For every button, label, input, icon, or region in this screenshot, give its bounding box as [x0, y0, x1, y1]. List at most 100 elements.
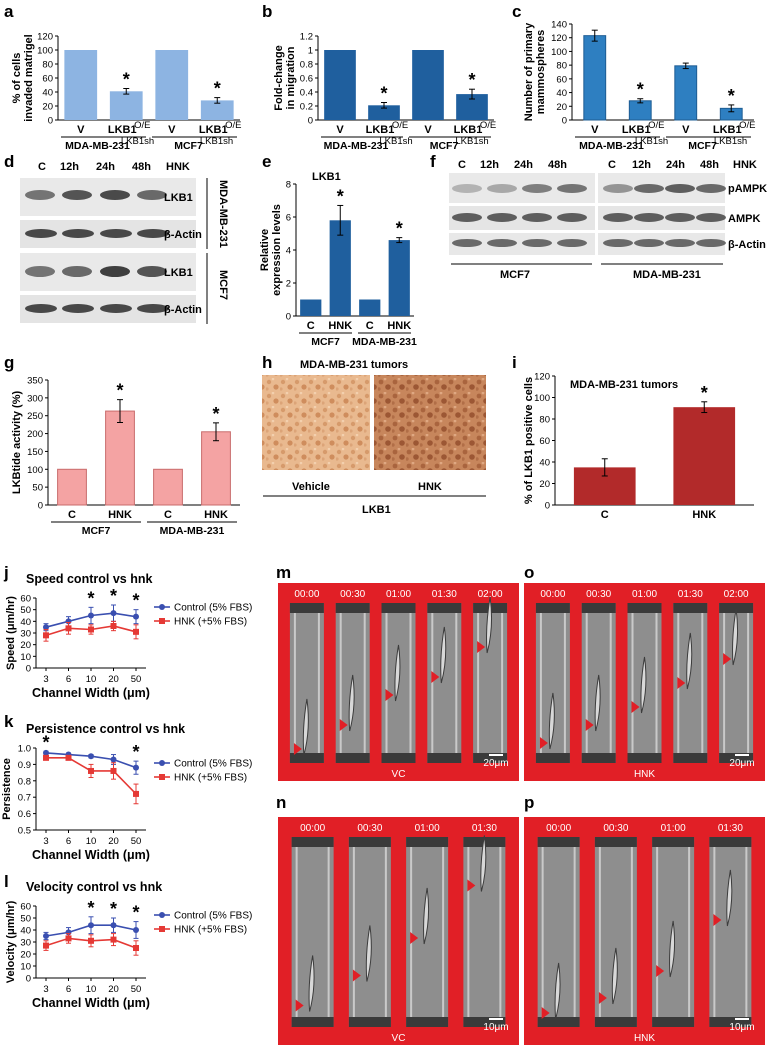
x-tick-label: 20 [108, 836, 119, 847]
y-tick-label: 20 [539, 479, 550, 490]
y-tick-label: 40 [556, 88, 567, 99]
category-label-3: LKB1 [199, 124, 228, 136]
bar-2 [359, 299, 381, 316]
y-tick-label: 150 [27, 447, 43, 458]
chart-title: LKB1 [312, 171, 341, 183]
group-label-0: MCF7 [311, 336, 340, 348]
category-label-2: C [366, 320, 374, 332]
y-tick-label: 1.0 [18, 744, 31, 755]
blot-f-lane-2: 24h [514, 159, 533, 171]
blot-d-band-actin-b [137, 304, 169, 313]
y-tick-label: 0.5 [18, 826, 31, 837]
y-axis-label-1: Fold-change [273, 45, 285, 110]
category-label-1: HNK [328, 320, 352, 332]
blot-d-band-actin-a [62, 229, 94, 238]
panel-letter-h: h [262, 353, 273, 372]
cell-position-arrow-1 [585, 719, 594, 731]
y-tick-label: 40 [539, 458, 550, 469]
frame-bottom-wall-0 [535, 753, 570, 763]
bar-chart-e: 0 2 4 6 8 Relative expression levels LKB1 C * HNK C… [259, 171, 417, 348]
y-axis-label-2: in migration [285, 46, 297, 109]
blot-f-row-0: pAMPK [728, 183, 767, 195]
panel-letter-o: o [524, 563, 535, 582]
group-sup-0: LKB1sh [379, 136, 412, 147]
blot-f-cellline-0: MCF7 [500, 269, 530, 281]
scale-bar-label: 10μm [483, 1022, 508, 1033]
y-tick-label: 0 [38, 501, 43, 512]
chart-title: Speed control vs hnk [26, 572, 152, 586]
y-tick-label: 0.7 [18, 793, 31, 804]
series-1-point-0 [43, 632, 49, 639]
microscopy-panel-o: 00:00 00:30 01:00 01:30 02:00 20μm HNK [524, 583, 765, 781]
category-sup-3: O/E [739, 120, 755, 131]
x-tick-label: 3 [43, 836, 48, 847]
blot-f-lane-4: C [608, 159, 616, 171]
cell-position-arrow-3 [431, 671, 440, 683]
y-tick-label: 100 [37, 46, 53, 57]
y-tick-label: 60 [20, 594, 31, 605]
y-tick-label: 60 [539, 436, 550, 447]
significance-marker-3: * [212, 404, 219, 424]
ihc-h-label-0: Vehicle [292, 481, 330, 493]
blot-f-cellline-1: MDA-MB-231 [633, 269, 701, 281]
x-tick-label: 50 [131, 674, 142, 685]
category-label-3: LKB1 [713, 124, 742, 136]
y-tick-label: 0 [562, 116, 567, 127]
x-tick-label: 10 [86, 984, 97, 995]
blot-d-band-actin-a [137, 229, 169, 238]
chart-title: Persistence control vs hnk [26, 722, 185, 736]
blot-d-cellline-0: MDA-MB-231 [217, 180, 229, 248]
group-label-0: MDA-MB-231 [324, 140, 389, 152]
timestamp-2: 01:00 [415, 823, 440, 834]
legend-label-1: HNK (+5% FBS) [174, 925, 247, 936]
y-tick-label: 60 [42, 74, 53, 85]
blot-f-lane-1: 12h [480, 159, 499, 171]
y-tick-label: 50 [20, 914, 31, 925]
timestamp-4: 02:00 [478, 589, 503, 600]
category-label-3: HNK [387, 320, 411, 332]
blot-d-band-actin-b [62, 304, 94, 313]
y-tick-label: 0.9 [18, 760, 31, 771]
frame-bottom-wall-1 [594, 1017, 637, 1027]
series-1-point-4 [133, 628, 139, 635]
timestamp-3: 01:30 [678, 589, 703, 600]
cell-position-arrow-4 [723, 653, 732, 665]
blot-f-band-ampk [634, 213, 664, 222]
y-tick-label: 4 [286, 246, 291, 257]
migrating-cell-3 [440, 626, 447, 684]
western-blot-f: C 12h 24h 48h C 12h 24h 48h HNK pAMPK AM… [449, 159, 767, 281]
frame-bottom-wall-3 [709, 1017, 752, 1027]
migrating-cell-2 [394, 644, 401, 702]
migrating-cell-0 [302, 698, 309, 756]
blot-d-row-2: LKB1 [164, 267, 193, 279]
group-label-1: MCF7 [688, 140, 717, 152]
blot-d-band-lkb1-b [100, 266, 130, 277]
x-tick-label: 50 [131, 836, 142, 847]
frame-top-wall-2 [627, 603, 662, 613]
cell-position-arrow-0 [541, 1007, 550, 1019]
migrating-cell-3 [480, 835, 487, 892]
blot-f-band-actin [452, 239, 482, 247]
bar-chart-i: 0 20 40 60 80 100 120% of LKB1 positive cells M… [523, 372, 754, 521]
migrating-cell-1 [365, 925, 372, 982]
migrating-cell-0 [548, 692, 555, 750]
frame-top-wall-1 [335, 603, 370, 613]
bar-1 [105, 410, 135, 506]
blot-f-band-ampk [522, 213, 552, 222]
y-tick-label: 100 [534, 393, 550, 404]
legend-marker-1 [159, 618, 165, 624]
significance-marker-2: * [87, 588, 94, 608]
blot-d-lane-3: 48h [132, 161, 151, 173]
frame-bottom-wall-4 [719, 753, 754, 763]
cell-position-arrow-0 [539, 737, 548, 749]
migrating-cell-1 [348, 674, 355, 732]
y-tick-label: 50 [20, 605, 31, 616]
bar-chart-c: 0 20 40 60 80 100 120 140 Number of primary mammo… [523, 20, 755, 153]
blot-d-lane-2: 24h [96, 161, 115, 173]
timestamp-2: 01:00 [661, 823, 686, 834]
frame-bottom-wall-1 [348, 1017, 391, 1027]
timestamp-0: 00:00 [540, 589, 565, 600]
legend-label-1: HNK (+5% FBS) [174, 617, 247, 628]
category-label-2: V [168, 124, 176, 136]
blot-d-band-lkb1-a [137, 190, 167, 200]
